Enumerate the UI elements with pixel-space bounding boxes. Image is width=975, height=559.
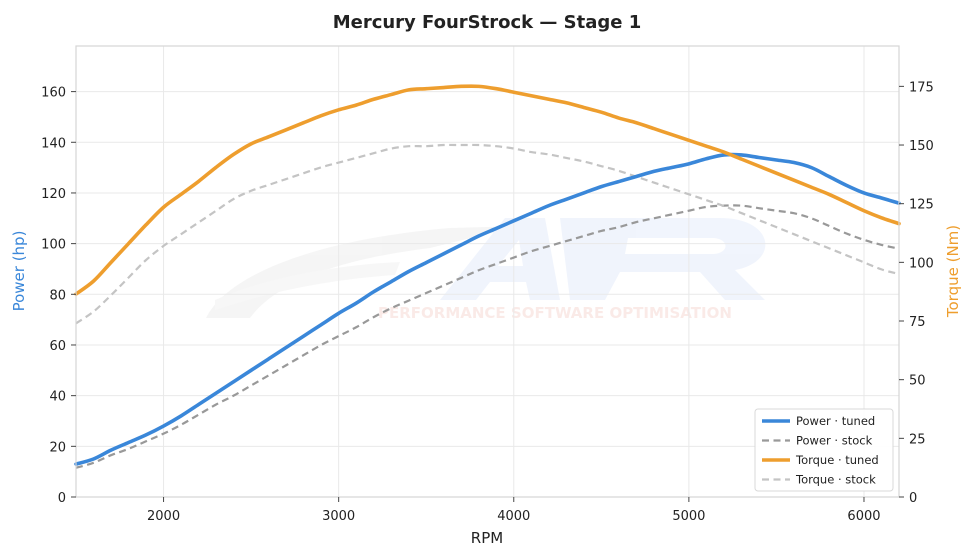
legend-label: Torque · stock [795, 473, 876, 487]
watermark-logo: PERFORMANCE SOFTWARE OPTIMISATION [206, 218, 766, 322]
x-tick-label: 6000 [847, 509, 880, 524]
legend-label: Power · tuned [796, 414, 875, 428]
axis-ticks: 2000 3000 4000 5000 6000 0 20 40 60 80 100 120 140 16… [41, 80, 934, 524]
y-tick-label-right: 50 [909, 374, 926, 389]
series-line-power-tuned [74, 152, 901, 466]
y-tick-label-left: 120 [41, 187, 66, 202]
y-tick-label-right: 0 [909, 491, 917, 506]
x-tick-label: 3000 [322, 509, 355, 524]
series-group [74, 84, 901, 469]
legend: Power · tuned Power · stock Torque · tuned… [754, 408, 894, 492]
y-tick-label-left: 140 [41, 136, 66, 151]
series-line-power-stock [75, 204, 900, 469]
y-tick-label-right: 25 [909, 432, 926, 447]
y-tick-label-left: 80 [49, 288, 66, 303]
x-tick-label: 4000 [497, 509, 530, 524]
y-tick-label-right: 125 [909, 198, 934, 213]
y-tick-label-left: 100 [41, 238, 66, 253]
plot-frame [75, 45, 900, 498]
y-tick-label-left: 40 [49, 390, 66, 405]
y-tick-label-left: 160 [41, 86, 66, 101]
x-axis-label: RPM [471, 529, 503, 547]
y-tick-label-left: 0 [58, 491, 66, 506]
y-tick-label-right: 100 [909, 256, 934, 271]
x-tick-label: 2000 [147, 509, 180, 524]
legend-label: Power · stock [796, 434, 873, 448]
x-tick-label: 5000 [672, 509, 705, 524]
y-axis-label-left: Power (hp) [10, 231, 28, 312]
legend-box [754, 408, 894, 492]
chart-title: Mercury FourStrock — Stage 1 [333, 12, 642, 33]
legend-items: Power · tuned Power · stock Torque · tuned… [762, 414, 879, 487]
y-tick-label-left: 20 [49, 440, 66, 455]
series-line-torque-tuned [74, 84, 901, 296]
y-tick-label-right: 150 [909, 139, 934, 154]
y-tick-label-right: 175 [909, 80, 934, 95]
legend-label: Torque · tuned [795, 453, 879, 467]
y-tick-label-right: 75 [909, 315, 926, 330]
y-tick-label-left: 60 [49, 339, 66, 354]
y-axis-label-right: Torque (Nm) [944, 225, 962, 318]
series-line-torque-stock [75, 143, 900, 325]
watermark-text: PERFORMANCE SOFTWARE OPTIMISATION [378, 304, 732, 322]
